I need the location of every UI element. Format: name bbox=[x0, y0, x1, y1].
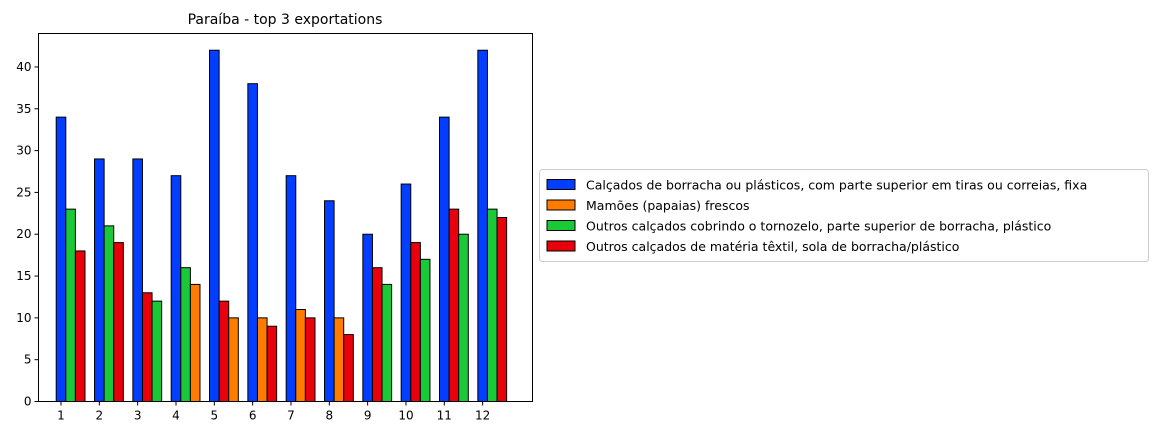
bar-s0-cat10 bbox=[400, 183, 412, 402]
bar-s1-cat5 bbox=[228, 317, 239, 402]
x-tick-label: 10 bbox=[398, 409, 413, 423]
x-tick-label: 3 bbox=[134, 409, 142, 423]
legend-label: Outros calçados de matéria têxtil, sola … bbox=[586, 239, 959, 254]
bar-s2-cat12 bbox=[486, 208, 498, 402]
y-tick-label: 10 bbox=[16, 311, 31, 325]
legend-frame bbox=[539, 169, 1149, 262]
y-tick-label: 20 bbox=[16, 227, 31, 241]
legend-label: Outros calçados cobrindo o tornozelo, pa… bbox=[586, 219, 1051, 234]
x-tick-label: 12 bbox=[475, 409, 490, 423]
y-tick-label: 25 bbox=[16, 185, 31, 199]
bar-s3-cat11 bbox=[448, 208, 460, 402]
bar-s1-cat8 bbox=[333, 317, 345, 402]
bar-s2-cat4 bbox=[180, 267, 191, 402]
x-tick-label: 5 bbox=[210, 409, 218, 423]
bar-s1-cat4 bbox=[189, 283, 201, 402]
bar-s0-cat4 bbox=[170, 175, 182, 402]
bar-s0-cat2 bbox=[94, 158, 105, 402]
x-tick-label: 8 bbox=[325, 409, 333, 423]
chart-title: Paraíba - top 3 exportations bbox=[188, 12, 383, 28]
bar-s3-cat6 bbox=[266, 325, 278, 403]
bar-s2-cat1 bbox=[65, 208, 76, 402]
bar-s2-cat2 bbox=[103, 225, 115, 402]
bar-s1-cat7 bbox=[295, 309, 306, 402]
bar-s2-cat9 bbox=[381, 283, 393, 402]
bar-s0-cat6 bbox=[247, 83, 258, 403]
y-tick-label: 5 bbox=[24, 353, 32, 367]
bar-s2-cat10 bbox=[419, 258, 431, 402]
bar-s3-cat3 bbox=[141, 292, 153, 402]
x-tick-label: 6 bbox=[249, 409, 257, 423]
legend-swatch bbox=[546, 179, 576, 190]
x-tick-label: 11 bbox=[437, 409, 452, 423]
bars-group bbox=[55, 49, 508, 403]
legend-label: Calçados de borracha ou plásticos, com p… bbox=[586, 178, 1087, 193]
x-tick-label: 1 bbox=[57, 409, 65, 423]
plot-frame bbox=[38, 33, 533, 402]
x-axis: 1 2 3 4 5 6 7 8 9 10 11 12 bbox=[57, 401, 490, 423]
bar-s3-cat12 bbox=[496, 217, 508, 402]
bar-s0-cat11 bbox=[439, 116, 450, 402]
y-axis: 0 5 10 15 20 25 30 35 40 bbox=[16, 60, 39, 409]
bar-s3-cat5 bbox=[218, 300, 230, 403]
legend: Calçados de borracha ou plásticos, com p… bbox=[539, 169, 1149, 262]
x-tick-label: 7 bbox=[287, 409, 295, 423]
y-tick-label: 15 bbox=[16, 269, 31, 283]
bar-s3-cat1 bbox=[74, 250, 86, 402]
legend-swatch bbox=[546, 220, 576, 231]
y-tick-label: 0 bbox=[24, 395, 32, 409]
bar-s0-cat3 bbox=[132, 158, 143, 402]
bar-s0-cat12 bbox=[477, 49, 488, 402]
bar-s0-cat1 bbox=[55, 116, 67, 402]
bar-s3-cat8 bbox=[343, 334, 354, 402]
bar-s2-cat3 bbox=[151, 300, 163, 403]
bar-s2-cat11 bbox=[458, 233, 469, 402]
bar-s1-cat6 bbox=[256, 317, 268, 402]
bar-s3-cat9 bbox=[371, 267, 383, 402]
bar-s3-cat7 bbox=[304, 317, 316, 402]
y-tick-label: 35 bbox=[16, 102, 31, 116]
y-tick-label: 30 bbox=[16, 144, 31, 158]
bar-s0-cat9 bbox=[362, 233, 373, 402]
x-tick-label: 2 bbox=[96, 409, 104, 423]
x-tick-label: 4 bbox=[172, 409, 180, 423]
legend-swatch bbox=[546, 199, 576, 211]
y-tick-label: 40 bbox=[16, 60, 31, 74]
bar-s3-cat2 bbox=[113, 242, 124, 402]
legend-swatch bbox=[546, 240, 576, 252]
x-tick-label: 9 bbox=[364, 409, 372, 423]
bar-s3-cat10 bbox=[410, 242, 421, 402]
bar-s0-cat8 bbox=[324, 200, 335, 402]
legend-label: Mamões (papaias) frescos bbox=[586, 198, 750, 213]
bar-s0-cat5 bbox=[209, 49, 220, 402]
bar-s0-cat7 bbox=[285, 175, 297, 402]
